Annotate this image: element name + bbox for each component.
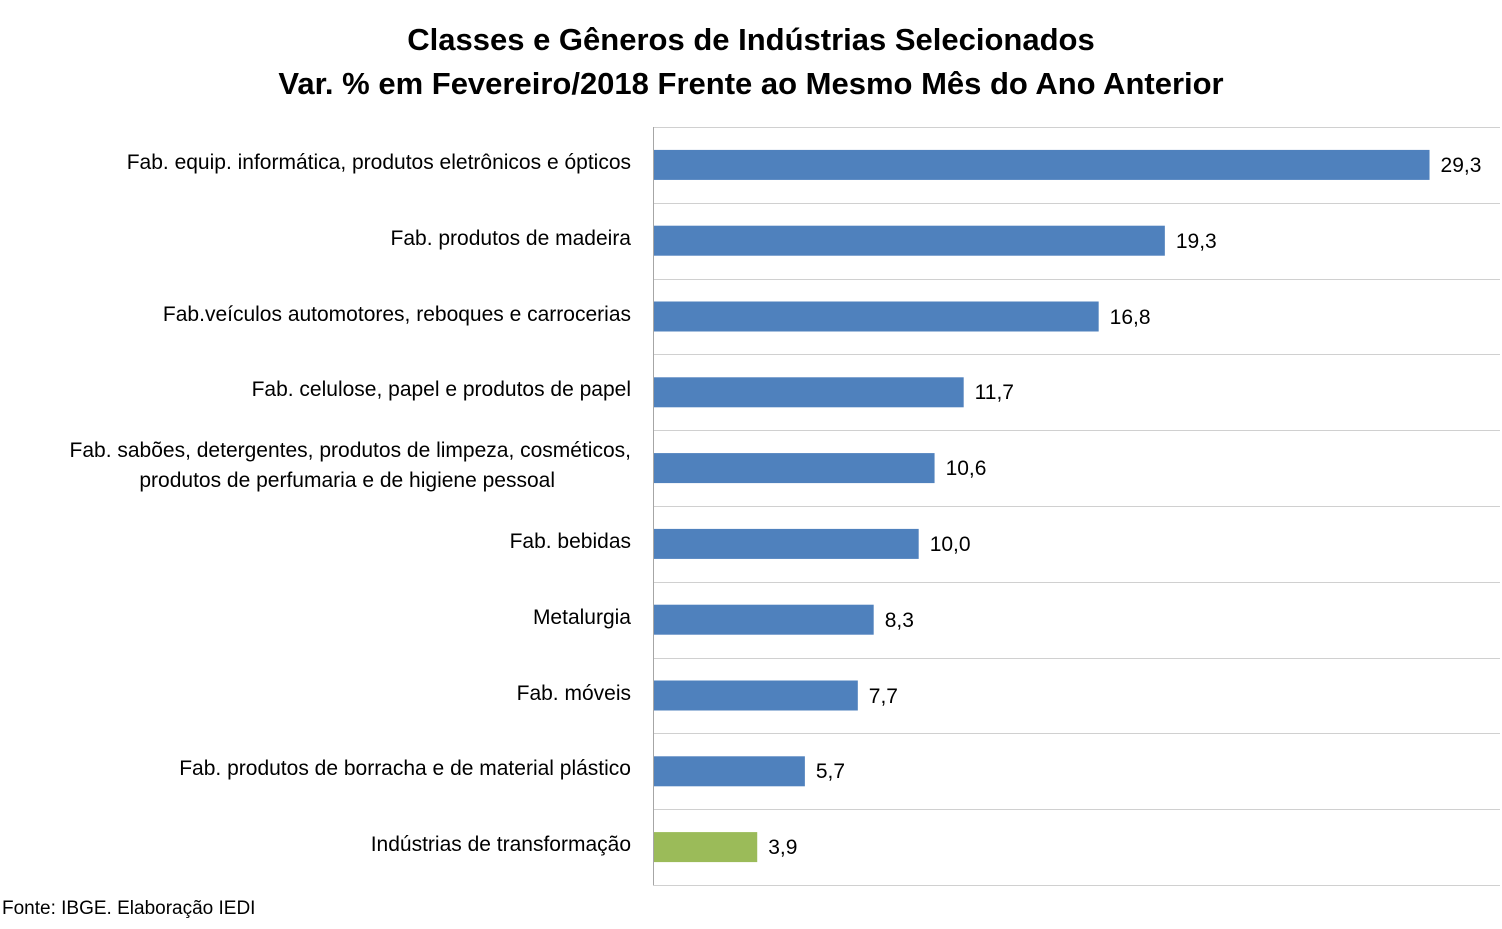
data-label: 3,9: [768, 836, 798, 860]
category-label: Fab.veículos automotores, reboques e car…: [163, 300, 631, 330]
bar: [654, 604, 874, 635]
bar: [654, 756, 805, 787]
data-label: 10,0: [929, 532, 971, 556]
source-note: Fonte: IBGE. Elaboração IEDI: [2, 898, 256, 919]
bar: [654, 377, 964, 408]
bar: [654, 149, 1430, 180]
category-label: Indústrias de transformação: [371, 830, 631, 860]
chart-title-line2: Var. % em Fevereiro/2018 Frente ao Mesmo…: [278, 66, 1224, 101]
category-label: Fab. produtos de borracha e de material …: [179, 754, 631, 784]
bar: [654, 832, 758, 863]
bar: [654, 301, 1099, 332]
category-label: Fab. celulose, papel e produtos de papel: [252, 375, 631, 405]
category-label-line: Metalurgia: [532, 605, 631, 629]
data-label: 16,8: [1109, 305, 1151, 329]
data-label: 10,6: [945, 457, 987, 481]
category-label-line: Fab. sabões, detergentes, produtos de li…: [69, 439, 631, 463]
bar: [654, 528, 919, 559]
category-label-line: Fab. celulose, papel e produtos de papel: [251, 378, 631, 402]
data-label: 19,3: [1175, 229, 1217, 253]
data-label: 11,7: [974, 381, 1014, 405]
category-label-line: Fab. bebidas: [509, 529, 631, 553]
data-label: 29,3: [1440, 153, 1482, 177]
category-label-line: Fab. produtos de madeira: [390, 226, 631, 250]
category-label: Fab. bebidas: [510, 527, 631, 557]
bar: [654, 453, 935, 484]
category-label-line: produtos de perfumaria e de higiene pess…: [139, 469, 555, 493]
bar: [654, 225, 1165, 256]
category-label: Fab. equip. informática, produtos eletrô…: [127, 148, 631, 178]
data-label: 7,7: [868, 684, 898, 708]
category-label-line: Fab. equip. informática, produtos eletrô…: [126, 150, 631, 174]
category-label-line: Fab.veículos automotores, reboques e car…: [162, 302, 631, 326]
category-label-line: Fab. móveis: [516, 681, 631, 705]
category-label-line: Fab. produtos de borracha e de material …: [179, 757, 631, 781]
data-label: 5,7: [815, 760, 846, 784]
chart-title-line1: Classes e Gêneros de Indústrias Selecion…: [407, 22, 1095, 57]
category-label-line: Indústrias de transformação: [370, 833, 631, 857]
category-label: Metalurgia: [533, 603, 631, 633]
category-label: Fab. móveis: [517, 679, 631, 709]
category-label: Fab. sabões, detergentes, produtos de li…: [70, 436, 631, 496]
bar: [654, 680, 858, 711]
category-label: Fab. produtos de madeira: [391, 224, 631, 254]
data-label: 8,3: [884, 608, 914, 632]
